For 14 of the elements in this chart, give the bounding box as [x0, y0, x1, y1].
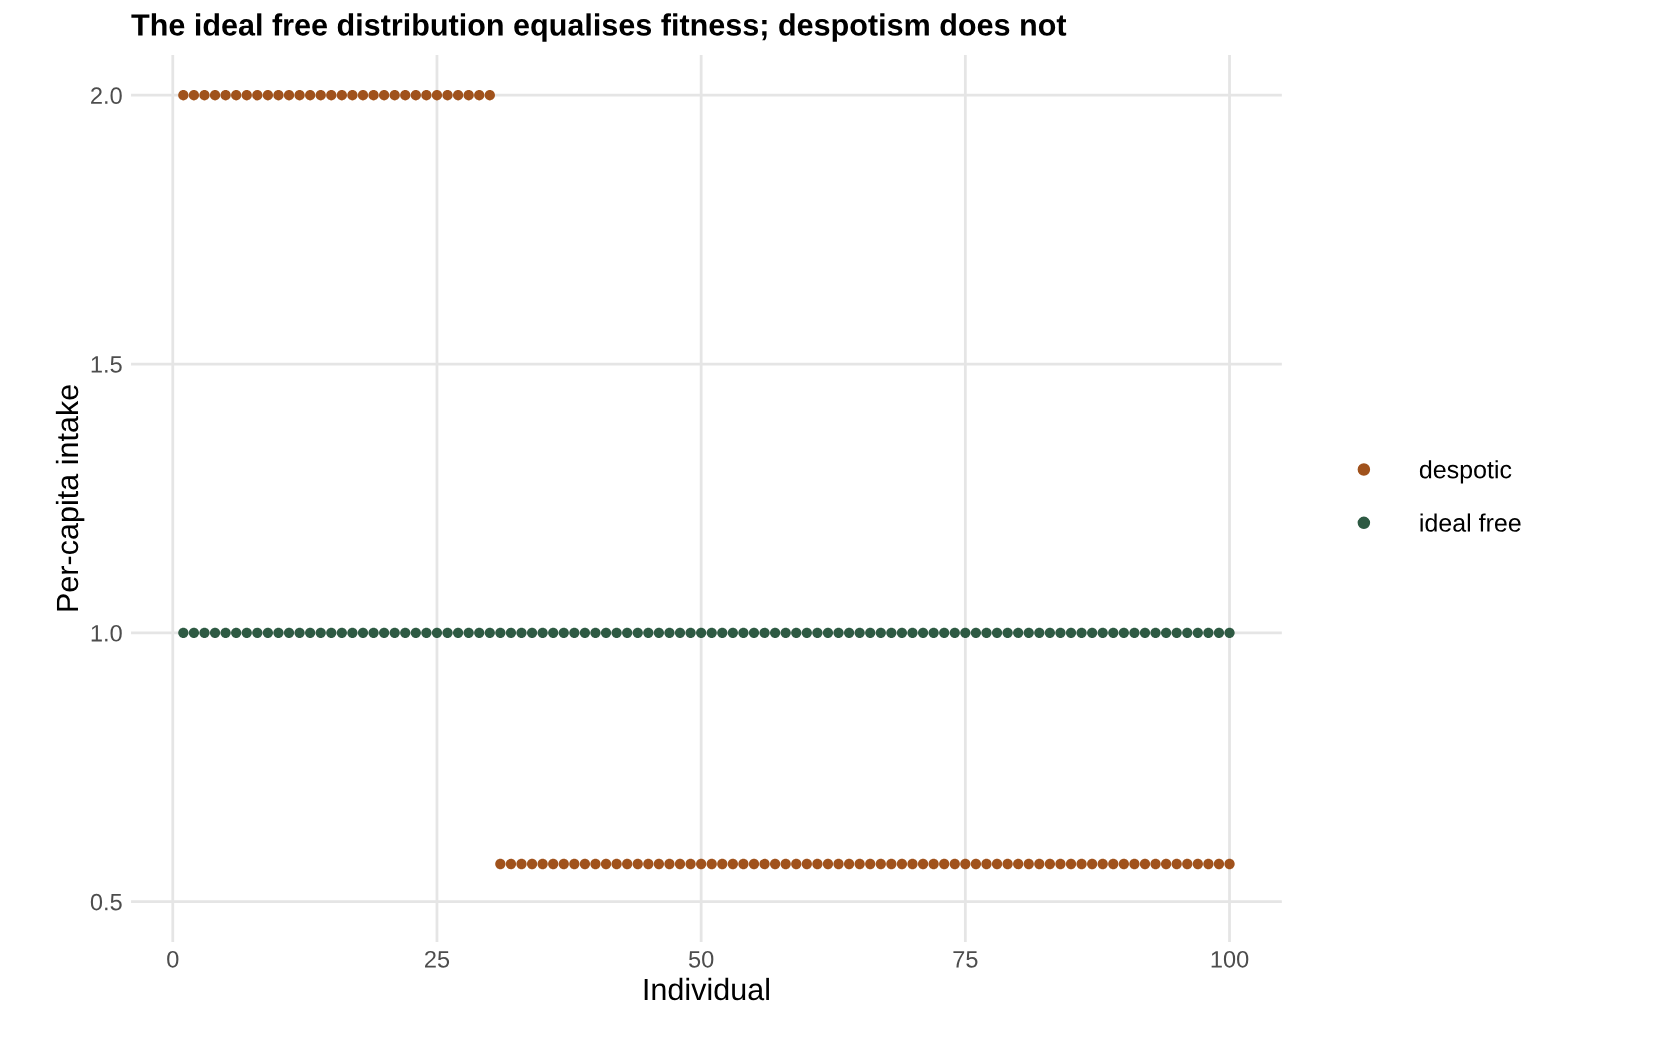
x-axis-title: Individual [644, 977, 769, 1001]
x-tick-label: 75 [953, 951, 978, 968]
y-tick-label: 1.0 [91, 624, 122, 642]
legend-label: ideal free [1420, 513, 1521, 532]
x-tick-label: 25 [425, 950, 450, 968]
x-tick-label: 0 [167, 950, 179, 968]
legend-label: despotic [1419, 460, 1512, 484]
chart-title: The ideal free distribution equalises fitness; despotism does not [131, 13, 1067, 42]
x-tick-label: 100 [1211, 950, 1249, 968]
y-tick-label: 1.5 [91, 356, 122, 373]
x-tick-label: 50 [688, 950, 714, 968]
y-axis-title: Per-capita intake [55, 385, 85, 611]
y-tick-label: 0.5 [90, 893, 122, 911]
y-tick-label: 2.0 [91, 87, 122, 105]
